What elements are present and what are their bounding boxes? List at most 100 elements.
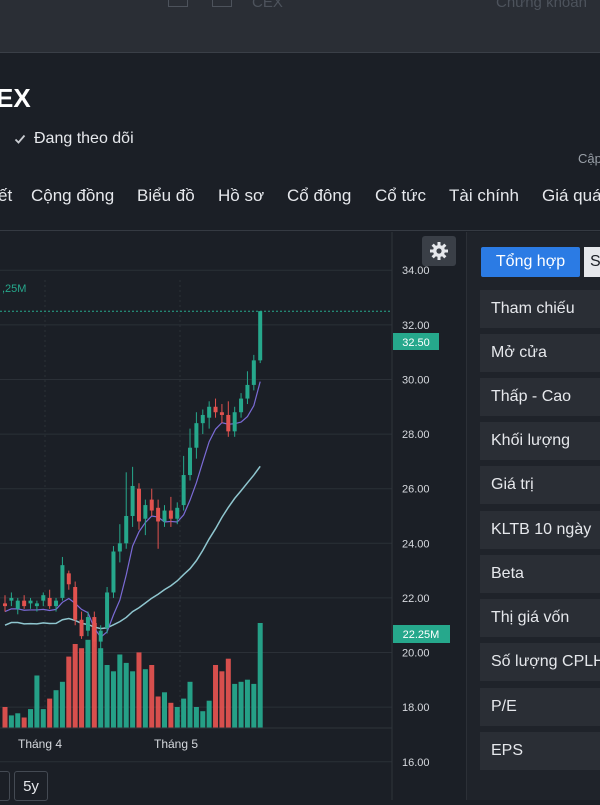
volume-bar [225,658,231,728]
volume-bar [98,648,104,728]
candle-body [117,543,122,552]
candle-body [149,499,154,511]
volume-bar [21,717,27,728]
volume-bar [8,715,14,728]
current-volume-box [393,625,450,643]
candle-body [54,600,59,607]
moving-averages [4,381,261,639]
candle-body [60,565,65,598]
candle [181,455,186,511]
price-tick-label: 20.00 [402,648,430,660]
volume-bar [149,665,155,728]
candle-body [181,475,186,506]
candle [105,587,110,634]
candle-body [79,619,84,637]
volume-bar [168,702,174,728]
candle-body [258,311,263,361]
candle [143,499,148,536]
volume-bar [136,652,142,728]
candle [149,488,154,516]
gear-icon [430,242,448,260]
candle [245,371,250,405]
volume-bar [219,671,225,728]
volume-bar [104,665,110,728]
price-chart[interactable]: 34.00 32.00 30.00 28.00 26.00 24.00 22.00 20.00… [0,232,464,800]
candle [98,625,103,661]
candle-body [219,412,224,415]
volume-bar [206,700,212,728]
price-tick-label: 22.00 [402,593,430,605]
tab-price-history[interactable]: Giá quá [542,186,600,205]
candle [73,581,78,626]
candle-body [92,617,97,642]
candle [41,592,46,607]
tab-dividends[interactable]: Cổ tức [375,186,427,205]
candle [213,398,218,418]
volume-bar [257,623,263,728]
chart-canvas[interactable]: 34.00 32.00 30.00 28.00 26.00 24.00 22.00 20.00… [0,232,464,800]
stat-shares-outstanding: Số lượng CPLH [480,643,600,681]
volume-bar [117,654,123,728]
stat-open: Mở cửa [480,334,600,372]
stat-beta: Beta [480,555,600,593]
period-button-partial[interactable] [0,771,10,801]
candle [9,592,14,607]
volume-bar [123,662,129,728]
candle [226,401,231,437]
candle [168,496,173,527]
candle-body [232,412,237,432]
tab-community[interactable]: Cộng đồng [31,186,115,205]
candle-body [200,414,205,424]
candle [124,472,129,549]
follow-toggle[interactable]: Đang theo dõi [14,130,134,148]
candle-body [47,597,52,607]
stat-low-high: Thấp - Cao [480,378,600,416]
tab-shareholders[interactable]: Cổ đông [287,186,352,205]
current-volume-label: 22.25M [403,629,440,641]
tab-secondary[interactable]: S [584,247,600,277]
stat-avg-volume-10d: KLTB 10 ngày [480,511,600,549]
top-right-text: Chứng khoán [496,0,587,11]
tab-chart[interactable]: Biểu đồ [137,186,195,205]
volume-bar [66,656,72,728]
volume-bar [251,683,257,728]
volume-bar [130,671,136,728]
chart-settings-button[interactable] [422,236,456,266]
volume-bar [200,711,206,728]
candle-body [28,600,33,604]
candle [66,570,71,590]
volume-bar [28,709,34,728]
candle [219,404,224,424]
month-label-may: Tháng 5 [154,737,198,751]
candle-body [124,516,129,544]
candle-body [156,507,161,522]
tab-summary[interactable]: Tổng hợp [481,247,580,277]
candle-body [9,597,14,601]
volume-bar [15,713,21,728]
candle-body [22,600,27,607]
price-tick-label: 24.00 [402,538,430,550]
candle-body [162,510,167,522]
volume-bar [110,671,116,728]
tab-profile[interactable]: Hồ sơ [218,186,265,205]
candle-body [194,423,199,448]
candle [130,466,135,527]
candle [79,611,84,639]
top-search-text: CEX [252,0,283,11]
candle-body [168,510,173,519]
candle [258,311,263,364]
tab-financials[interactable]: Tài chính [449,186,519,205]
candle-body [111,551,116,593]
current-price-label: 32.50 [402,337,430,349]
candle-body [85,617,90,631]
candle [200,409,205,435]
volume-bar [155,696,161,728]
volume-bar [59,681,65,728]
candle [251,354,256,391]
period-button-5y[interactable]: 5y [14,771,48,801]
month-label-april: Tháng 4 [18,737,62,751]
tab-news[interactable]: ết [0,186,13,205]
chart-grid [0,269,392,763]
candle [34,600,39,612]
candle [232,406,237,437]
